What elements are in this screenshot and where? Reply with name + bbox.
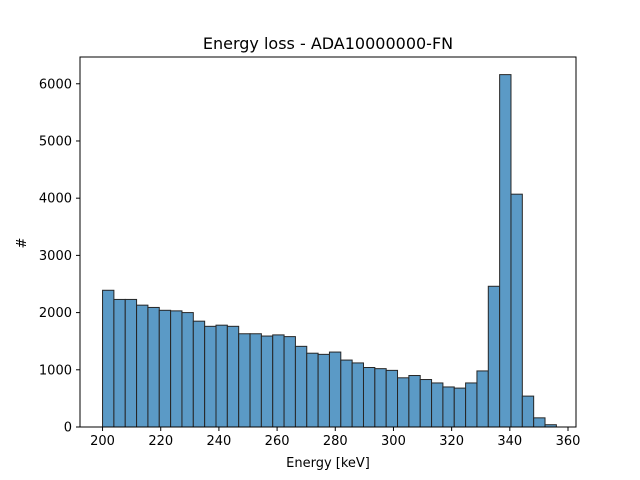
histogram-bar: [136, 304, 149, 428]
histogram-bar: [510, 193, 523, 428]
histogram-bar: [385, 369, 399, 428]
histogram-bar: [465, 382, 478, 428]
x-tick-label: 360: [556, 434, 581, 449]
x-tick-label: 280: [323, 434, 348, 449]
x-tick-label: 340: [497, 434, 522, 449]
x-tick-label: 220: [148, 434, 173, 449]
histogram-bar: [192, 320, 206, 428]
histogram-bar: [158, 309, 172, 428]
x-axis-label: Energy [keV]: [286, 456, 370, 471]
histogram-bar: [215, 324, 228, 428]
histogram-bar: [362, 367, 376, 428]
x-axis-ticks: 200 220 240 260 280 300 320 340 360: [90, 427, 580, 449]
histogram-bar: [238, 333, 251, 428]
histogram-bar: [499, 74, 512, 428]
x-tick-label: 320: [439, 434, 464, 449]
histogram-bar: [328, 351, 342, 428]
x-tick-label: 260: [265, 434, 290, 449]
histogram-bar: [272, 334, 285, 428]
chart-title: Energy loss - ADA10000000-FN: [203, 34, 453, 53]
histogram-bar: [397, 377, 410, 428]
histogram-bar: [533, 417, 546, 428]
y-tick-label: 2000: [39, 306, 72, 321]
y-axis-ticks: 0 1000 2000 3000 4000 5000 6000: [39, 77, 80, 436]
y-tick-label: 6000: [39, 77, 72, 92]
histogram-bar: [408, 375, 421, 428]
histogram-bar: [226, 325, 240, 428]
histogram-bar: [306, 352, 319, 428]
histogram-bar: [340, 359, 353, 428]
histogram-bar: [476, 370, 489, 428]
histogram-bar: [113, 298, 126, 428]
y-tick-label: 4000: [39, 192, 72, 207]
y-tick-label: 5000: [39, 134, 72, 149]
histogram-bar: [260, 335, 274, 428]
histogram-bar: [283, 336, 296, 428]
histogram-bar: [170, 310, 183, 428]
histogram-bar: [294, 345, 308, 428]
histogram-bar: [442, 386, 455, 428]
histogram-bar: [124, 298, 138, 428]
y-axis-label: #: [15, 238, 30, 249]
y-tick-label: 1000: [39, 363, 72, 378]
histogram-bar: [419, 379, 433, 428]
histogram-bar: [521, 395, 535, 428]
histogram-bar: [431, 382, 444, 428]
plot-frame: [79, 56, 577, 428]
histogram-bar: [147, 306, 160, 428]
histogram-bar: [204, 325, 217, 428]
histogram-bar: [453, 387, 467, 428]
x-tick-label: 300: [381, 434, 406, 449]
histogram-bar: [487, 285, 501, 428]
histogram-bar: [102, 289, 115, 428]
y-tick-label: 3000: [39, 249, 72, 264]
histogram-bar: [181, 312, 194, 428]
histogram-bar: [351, 362, 364, 428]
histogram-bar: [374, 368, 387, 428]
x-tick-label: 200: [90, 434, 115, 449]
histogram-bar: [249, 333, 262, 428]
histogram-bar: [317, 353, 330, 428]
x-tick-label: 240: [206, 434, 231, 449]
y-tick-label: 0: [64, 421, 72, 436]
